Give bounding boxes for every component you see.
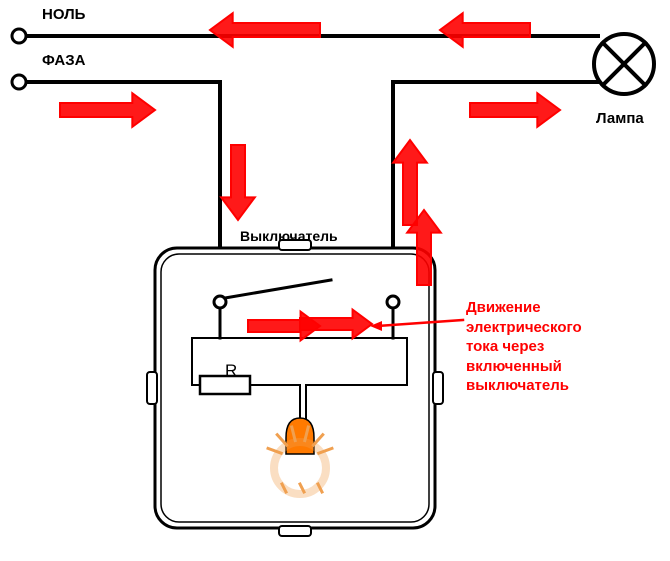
arrow-phase-1	[60, 93, 155, 127]
screw-tab-3	[433, 372, 443, 404]
arrow-null-1	[440, 13, 530, 47]
null-terminal	[12, 29, 26, 43]
caption-text: Движениеэлектрическоготока черезвключенн…	[466, 298, 656, 396]
led-icon	[286, 418, 314, 454]
arrow-null-2	[210, 13, 320, 47]
null-wire-label: НОЛЬ	[42, 6, 85, 23]
screw-tab-2	[147, 372, 157, 404]
switch-label: Выключатель	[240, 228, 338, 244]
switch-box-outer	[155, 248, 435, 528]
contact-right	[387, 296, 399, 308]
phase-wire-label: ФАЗА	[42, 52, 86, 69]
screw-tab-1	[279, 526, 311, 536]
arrow-down-left	[221, 145, 255, 220]
resistor-label: R	[225, 361, 237, 381]
phase-terminal	[12, 75, 26, 89]
arrow-to-lamp	[470, 93, 560, 127]
lamp-label: Лампа	[596, 110, 644, 127]
